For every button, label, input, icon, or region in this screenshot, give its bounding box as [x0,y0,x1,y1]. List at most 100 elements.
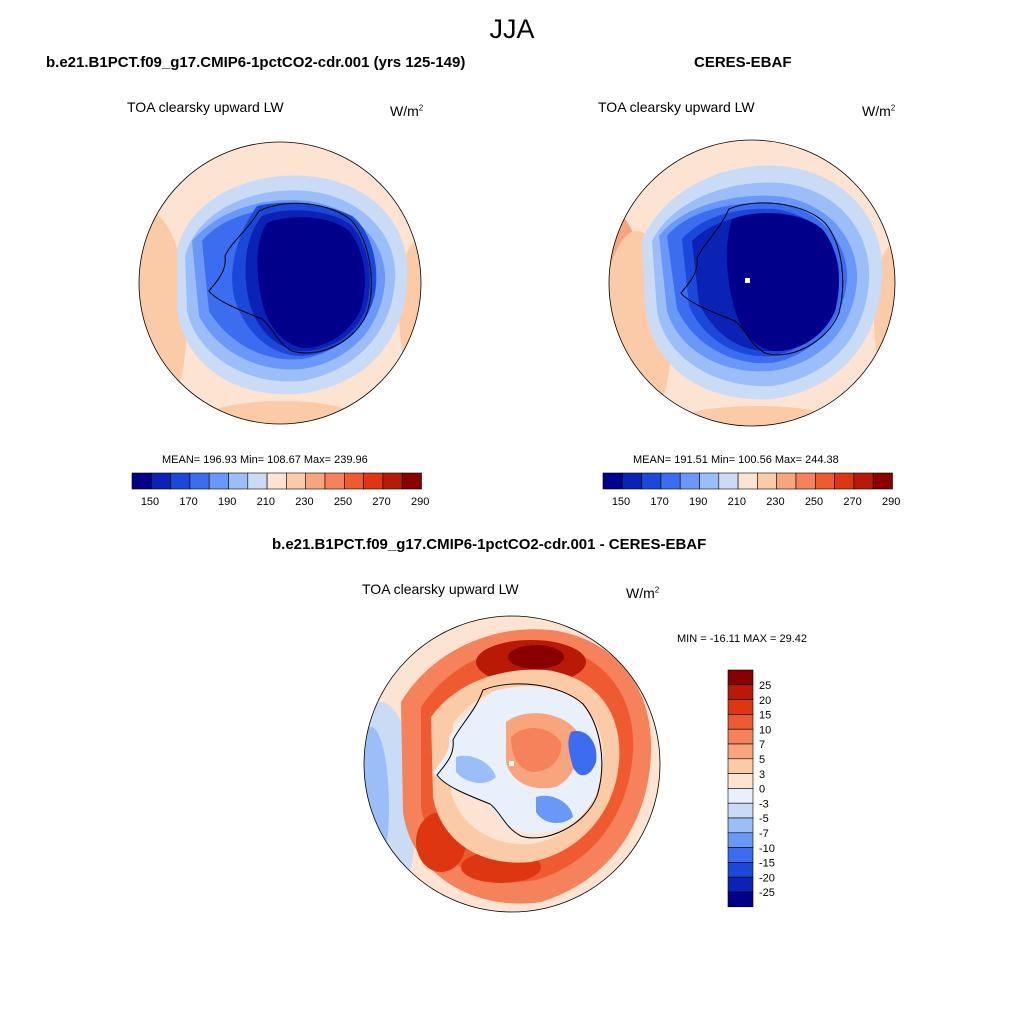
diff-panel-units: W/m2 [626,585,660,601]
panel2-field [609,140,895,426]
diff-field [364,616,660,912]
colorbar-tick-label: 250 [805,496,823,508]
colorbar-tick-label: 190 [689,496,707,508]
colorbar-tick-label: 150 [141,496,159,508]
colorbar-swatch [727,669,754,686]
colorbar-tick-label: -3 [759,798,769,810]
colorbar-swatch [718,472,739,490]
colorbar-swatch [247,472,268,490]
panel2-stats: MEAN= 191.51 Min= 100.56 Max= 244.38 [633,454,839,466]
diff-map-border [363,615,661,913]
colorbar-swatch [382,472,403,490]
colorbar-swatch [727,817,754,834]
colorbar-swatch [602,472,623,490]
panel2-title: CERES-EBAF [694,54,792,71]
colorbar-swatch [872,472,893,490]
colorbar-swatch [727,788,754,804]
panel2-missing-data [745,278,750,283]
panel1-field [139,142,421,424]
colorbar-swatch [727,728,754,745]
diff-panel-stats: MIN = -16.11 MAX = 29.42 [677,633,808,645]
colorbar-swatch [401,472,422,490]
panel2-colorbar: 150 170 190 210 230 250 270 290 [602,472,900,508]
colorbar-tick-label: -15 [759,858,775,870]
panel1-title: b.e21.B1PCT.f09_g17.CMIP6-1pctCO2-cdr.00… [46,54,466,71]
panel1-units: W/m2 [390,103,424,119]
colorbar-tick-label: 290 [411,496,429,508]
colorbar-swatch [324,472,345,490]
colorbar-swatch [727,847,754,863]
panel2-map [608,139,896,427]
colorbar-tick-label: 230 [295,496,313,508]
colorbar-swatch [150,472,171,490]
colorbar-swatch [266,472,287,490]
colorbar-tick-label: 170 [179,496,197,508]
colorbar-tick-label: -20 [759,872,775,884]
diff-missing-data [509,761,514,766]
colorbar-swatch [660,472,681,490]
colorbar-swatch [737,472,758,490]
colorbar-tick-label: -10 [759,843,775,855]
colorbar-swatch [679,472,700,490]
colorbar-tick-label: 250 [334,496,352,508]
colorbar-swatch [170,472,191,490]
colorbar-tick-label: 290 [882,496,900,508]
colorbar-tick-label: 3 [759,769,765,781]
panel2-variable: TOA clearsky upward LW [598,99,755,115]
colorbar-tick-label: -7 [759,828,769,840]
colorbar-tick-label: 10 [759,724,771,736]
diff-panel-variable: TOA clearsky upward LW [362,581,519,597]
colorbar-swatch [757,472,777,490]
panel1-map [138,141,422,425]
colorbar-swatch [363,472,384,490]
colorbar-swatch [286,472,306,490]
diff-colorbar: 25 20 15 10 7 5 3 0 -3 -5 -7 -10 -15 -20 -25 [727,669,775,908]
colorbar-tick-label: 150 [612,496,630,508]
colorbar-swatch [727,684,754,700]
colorbar-swatch [727,832,754,848]
panel1-map-border [138,141,422,425]
colorbar-swatch [727,699,754,715]
colorbar-tick-label: -5 [759,813,769,825]
colorbar-swatch [727,773,754,789]
colorbar-tick-label: 190 [218,496,236,508]
colorbar-tick-label: 0 [759,784,765,796]
colorbar-swatch [228,472,249,490]
colorbar-tick-label: 210 [728,496,746,508]
colorbar-swatch [834,472,855,490]
colorbar-swatch [305,472,326,490]
colorbar-swatch [699,472,720,490]
colorbar-swatch [131,472,152,490]
panel1-variable: TOA clearsky upward LW [127,99,284,115]
season-title: JJA [489,14,535,44]
colorbar-swatch [727,802,754,819]
colorbar-tick-label: 5 [759,754,765,766]
panel2-map-border [608,139,896,427]
colorbar-swatch [727,743,754,760]
panel1-colorbar: 150 170 190 210 230 250 270 290 [131,472,429,508]
diff-map [363,615,661,913]
colorbar-swatch [853,472,874,490]
colorbar-swatch [344,472,364,490]
colorbar-swatch [727,714,754,730]
colorbar-tick-label: 20 [759,695,771,707]
colorbar-swatch [776,472,797,490]
colorbar-tick-label: -25 [759,887,775,899]
colorbar-tick-label: 7 [759,739,765,751]
panel2-units: W/m2 [862,103,896,119]
colorbar-swatch [727,891,754,908]
colorbar-swatch [727,862,754,878]
colorbar-swatch [815,472,835,490]
colorbar-tick-label: 270 [843,496,861,508]
colorbar-tick-label: 170 [650,496,668,508]
colorbar-swatch [208,472,229,490]
colorbar-swatch [641,472,662,490]
colorbar-tick-label: 230 [766,496,784,508]
colorbar-swatch [189,472,210,490]
panel1-stats: MEAN= 196.93 Min= 108.67 Max= 239.96 [162,454,368,466]
colorbar-swatch [795,472,816,490]
colorbar-tick-label: 210 [257,496,275,508]
diff-panel-title: b.e21.B1PCT.f09_g17.CMIP6-1pctCO2-cdr.00… [272,536,707,553]
colorbar-tick-label: 25 [759,680,771,692]
colorbar-tick-label: 270 [372,496,390,508]
